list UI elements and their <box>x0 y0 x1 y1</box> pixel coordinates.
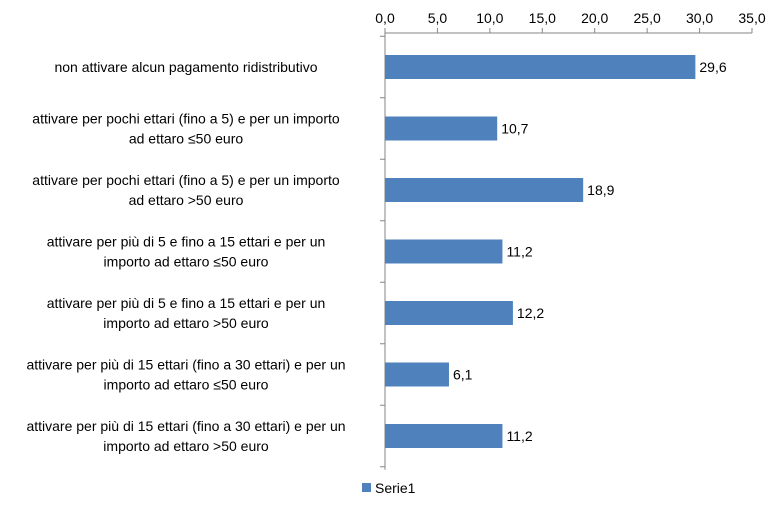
data-label: 12,2 <box>517 305 544 321</box>
bar <box>385 55 696 79</box>
bar <box>385 301 513 325</box>
category-label: attivare per più di 15 ettari (fino a 30… <box>26 418 345 434</box>
bar <box>385 362 449 387</box>
category-label: non attivare alcun pagamento ridistribut… <box>54 59 317 75</box>
x-tick-label: 30,0 <box>686 10 713 26</box>
x-tick-label: 20,0 <box>581 10 608 26</box>
category-labels: non attivare alcun pagamento ridistribut… <box>26 59 345 454</box>
bar <box>385 116 498 141</box>
x-tick-label: 25,0 <box>634 10 661 26</box>
data-label: 6,1 <box>453 367 473 383</box>
x-tick-label: 35,0 <box>738 10 765 26</box>
data-label: 11,2 <box>506 428 532 444</box>
axis-layer: 0,0 5,0 10,0 15,0 20,0 25,0 30,0 35,0 <box>375 10 766 470</box>
bar <box>385 424 503 448</box>
category-label: importo ad ettaro >50 euro <box>103 438 269 454</box>
data-labels: 29,6 10,7 18,9 11,2 12,2 6,1 11,2 <box>453 59 727 444</box>
category-label: attivare per pochi ettari (fino a 5) e p… <box>32 111 340 127</box>
category-label: ad ettaro ≤50 euro <box>129 131 244 147</box>
category-label: attivare per più di 15 ettari (fino a 30… <box>26 357 345 373</box>
x-tick-label: 5,0 <box>428 10 448 26</box>
data-label: 29,6 <box>699 59 726 75</box>
legend-swatch <box>362 483 371 492</box>
legend-label: Serie1 <box>375 480 416 496</box>
category-label: attivare per più di 5 e fino a 15 ettari… <box>47 295 326 311</box>
category-label: ad ettaro >50 euro <box>129 192 244 208</box>
category-label: importo ad ettaro ≤50 euro <box>104 254 269 270</box>
category-label: importo ad ettaro ≤50 euro <box>104 377 269 393</box>
legend: Serie1 <box>362 480 416 496</box>
category-label: attivare per più di 5 e fino a 15 ettari… <box>47 234 326 250</box>
bars <box>385 55 696 448</box>
bar <box>385 239 503 264</box>
bar <box>385 178 584 202</box>
x-tick-label: 10,0 <box>476 10 503 26</box>
data-label: 10,7 <box>501 121 528 137</box>
data-label: 11,2 <box>506 244 532 260</box>
x-tick-label: 0,0 <box>375 10 395 26</box>
data-label: 18,9 <box>587 182 614 198</box>
x-tick-label: 15,0 <box>529 10 556 26</box>
category-label: importo ad ettaro >50 euro <box>103 315 269 331</box>
category-label: attivare per pochi ettari (fino a 5) e p… <box>32 172 340 188</box>
